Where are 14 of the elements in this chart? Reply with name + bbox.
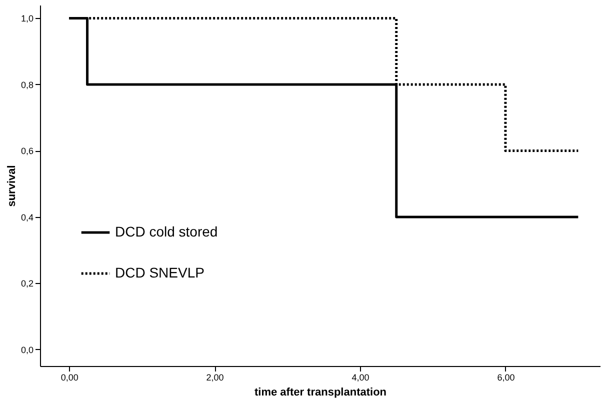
y-tick-label: 0,6: [20, 146, 34, 156]
x-tick-label: 0,00: [60, 372, 78, 382]
y-axis-title: survival: [6, 165, 18, 207]
x-axis-title: time after transplantation: [254, 386, 387, 398]
x-tick-label: 6,00: [497, 372, 515, 382]
legend-label: DCD cold stored: [115, 224, 218, 240]
y-tick-label: 1,0: [20, 14, 34, 24]
legend-label: DCD SNEVLP: [115, 264, 204, 280]
y-tick-label: 0,0: [20, 344, 34, 355]
x-tick-label: 4,00: [352, 372, 370, 382]
y-tick-label: 0,8: [20, 80, 34, 90]
x-tick-label: 2,00: [206, 372, 224, 382]
y-tick-label: 0,4: [20, 212, 34, 222]
y-tick-label: 0,2: [20, 278, 34, 289]
